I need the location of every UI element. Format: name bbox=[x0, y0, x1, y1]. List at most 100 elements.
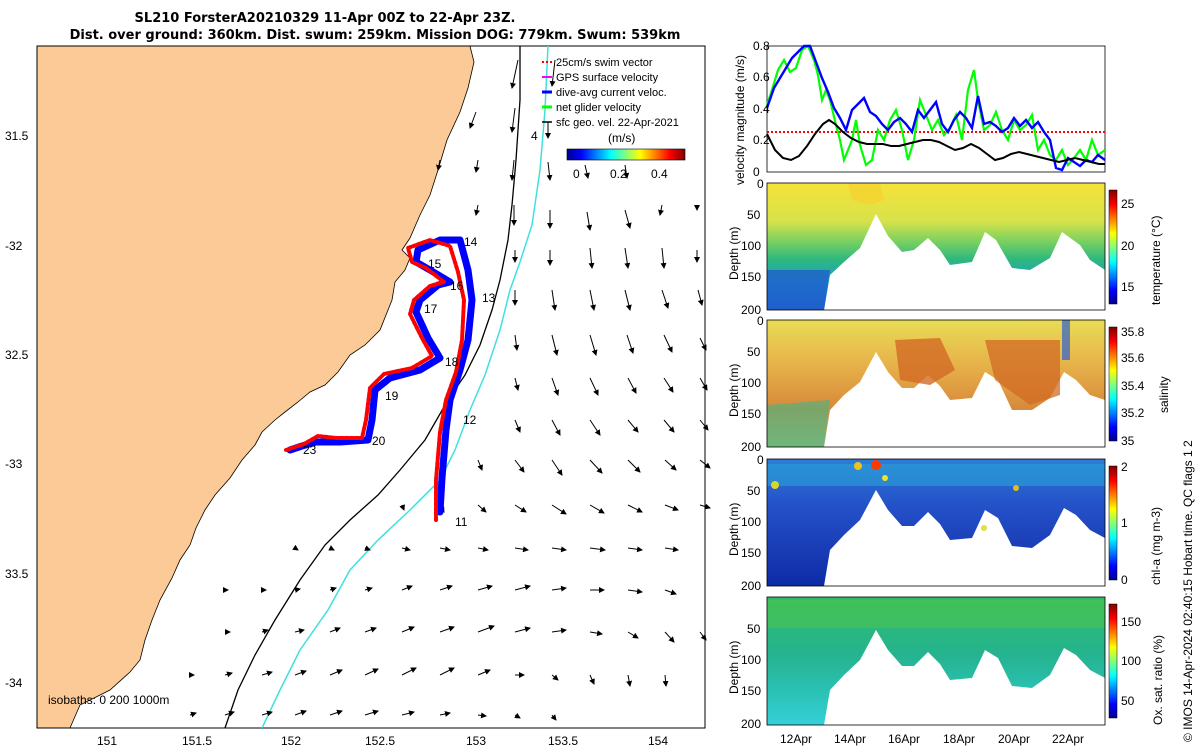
track-day-label: 23 bbox=[303, 443, 317, 457]
temp-cbar-tick: 25 bbox=[1121, 197, 1135, 211]
chlorophyll-colorbar bbox=[1108, 465, 1118, 581]
isobath-1000m bbox=[261, 45, 549, 729]
depth-tick: 150 bbox=[741, 546, 761, 560]
oxygen-field bbox=[767, 597, 1105, 725]
depth-tick: 0 bbox=[757, 453, 764, 467]
salinity-colorbar bbox=[1108, 326, 1118, 442]
track-day-label: 16 bbox=[450, 279, 464, 293]
track-day-label: 13 bbox=[482, 291, 496, 305]
chlorophyll-high-spot bbox=[854, 462, 862, 470]
chlorophyll-high-spot bbox=[981, 525, 987, 531]
chlorophyll-panel: 2 1 0 chl-a (mg m-3) 0 50 100 150 200 De… bbox=[727, 453, 1163, 593]
isobath-200m bbox=[224, 46, 521, 729]
chlorophyll-field bbox=[767, 459, 1105, 586]
salinity-panel: 35.8 35.6 35.4 35.2 35 salinity 0 50 100… bbox=[727, 314, 1171, 454]
temperature-panel: 25 20 15 temperature (°C) 0 50 100 150 2… bbox=[727, 177, 1163, 317]
ox-cbar-tick: 50 bbox=[1121, 694, 1135, 708]
depth-ylabel: Depth (m) bbox=[727, 227, 741, 280]
legend-item: dive-avg current veloc. bbox=[556, 87, 667, 99]
colorbar-tick: 0 bbox=[573, 167, 580, 181]
oxygen-panel: 150 100 50 Ox. sat. ratio (%) 50 100 150… bbox=[727, 596, 1165, 731]
sal-cbar-tick: 35 bbox=[1121, 434, 1135, 448]
chlorophyll-surface-band bbox=[767, 464, 1105, 486]
depth-tick: 50 bbox=[747, 484, 761, 498]
date-tick: 12Apr bbox=[780, 732, 812, 746]
date-tick: 14Apr bbox=[834, 732, 866, 746]
legend-item: sfc geo. vel. 22-Apr-2021 bbox=[556, 117, 679, 129]
track-day-label: 19 bbox=[385, 389, 399, 403]
chlorophyll-cbar-label: chl-a (mg m-3) bbox=[1149, 507, 1163, 585]
depth-ylabel: Depth (m) bbox=[727, 503, 741, 556]
temperature-field bbox=[767, 183, 1105, 310]
map-x-axis: 151 151.5 152 152.5 153 153.5 154 bbox=[97, 734, 668, 748]
track-day-label: 12 bbox=[463, 413, 477, 427]
map-x-tick: 151 bbox=[97, 734, 117, 748]
map-y-tick: -33 bbox=[5, 457, 23, 471]
map-y-tick: 31.5 bbox=[5, 129, 29, 143]
track-day-label: 4 bbox=[531, 129, 538, 143]
colorbar-tick: 0.4 bbox=[651, 167, 668, 181]
map-legend: 25cm/s swim vector GPS surface velocity … bbox=[542, 57, 686, 181]
map-colorbar bbox=[566, 148, 686, 161]
depth-tick: 100 bbox=[741, 376, 761, 390]
temp-cbar-tick: 15 bbox=[1121, 280, 1135, 294]
depth-tick: 100 bbox=[741, 515, 761, 529]
sal-cbar-tick: 35.4 bbox=[1121, 379, 1145, 393]
vel-y-tick: 0.6 bbox=[753, 70, 770, 84]
ox-cbar-tick: 100 bbox=[1121, 654, 1141, 668]
depth-tick: 200 bbox=[741, 440, 761, 454]
chlorophyll-high-spot bbox=[882, 475, 888, 481]
oxygen-colorbar bbox=[1108, 603, 1118, 719]
date-tick: 22Apr bbox=[1052, 732, 1084, 746]
track-day-label: 15 bbox=[428, 257, 442, 271]
track-day-label: 17 bbox=[424, 302, 438, 316]
map-land bbox=[36, 45, 475, 729]
track-day-label: 20 bbox=[372, 434, 386, 448]
imos-credit-note: © IMOS 14-Apr-2024 02:40:15 Hobart time.… bbox=[1181, 440, 1195, 742]
map-panel: 11 12 13 14 15 17 18 19 20 23 4 16 25cm/… bbox=[5, 45, 711, 748]
salinity-cbar-label: salinity bbox=[1157, 376, 1171, 413]
map-x-tick: 153 bbox=[466, 734, 486, 748]
current-vector-field bbox=[189, 59, 711, 721]
chl-cbar-tick: 2 bbox=[1121, 460, 1128, 474]
dive-avg-current-line bbox=[765, 44, 1106, 172]
figure-title-line-1: SL210 ForsterA20210329 11-Apr 00Z to 22-… bbox=[134, 11, 516, 26]
depth-tick: 50 bbox=[747, 208, 761, 222]
temperature-cbar-label: temperature (°C) bbox=[1149, 216, 1163, 306]
chl-cbar-tick: 1 bbox=[1121, 516, 1128, 530]
depth-ylabel: Depth (m) bbox=[727, 641, 741, 694]
legend-item: net glider velocity bbox=[556, 102, 641, 114]
track-day-labels: 11 12 13 14 15 17 18 19 20 23 4 16 bbox=[303, 129, 538, 529]
date-tick: 18Apr bbox=[943, 732, 975, 746]
chlorophyll-high-spot bbox=[771, 481, 779, 489]
temperature-colorbar bbox=[1108, 189, 1118, 305]
oxygen-cbar-label: Ox. sat. ratio (%) bbox=[1151, 635, 1165, 725]
colorbar-tick: 0.2 bbox=[610, 167, 627, 181]
depth-tick: 50 bbox=[747, 622, 761, 636]
track-day-label: 14 bbox=[464, 235, 478, 249]
chlorophyll-high-spot bbox=[1013, 485, 1019, 491]
map-x-tick: 153.5 bbox=[548, 734, 578, 748]
map-y-tick: 33.5 bbox=[5, 567, 29, 581]
map-x-tick: 152.5 bbox=[365, 734, 395, 748]
map-y-axis: 31.5 -32 32.5 -33 33.5 -34 bbox=[5, 129, 29, 690]
track-day-label: 11 bbox=[455, 515, 468, 529]
map-y-tick: -32 bbox=[5, 239, 23, 253]
depth-tick: 0 bbox=[757, 177, 764, 191]
salinity-low-streak bbox=[1062, 320, 1070, 360]
track-day-label: 18 bbox=[445, 355, 459, 369]
depth-tick: 50 bbox=[747, 345, 761, 359]
depth-tick: 150 bbox=[741, 407, 761, 421]
depth-tick: 150 bbox=[741, 684, 761, 698]
temperature-cold-patch bbox=[767, 270, 830, 310]
chl-cbar-tick: 0 bbox=[1121, 573, 1128, 587]
salinity-high-patch bbox=[895, 338, 955, 385]
map-y-tick: -34 bbox=[5, 676, 23, 690]
legend-item: GPS surface velocity bbox=[556, 72, 659, 84]
velocity-ylabel: velocity magnitude (m/s) bbox=[733, 55, 747, 185]
depth-tick: 150 bbox=[741, 270, 761, 284]
depth-tick: 100 bbox=[741, 239, 761, 253]
date-tick: 16Apr bbox=[888, 732, 920, 746]
vel-y-tick: 0.8 bbox=[753, 39, 770, 53]
